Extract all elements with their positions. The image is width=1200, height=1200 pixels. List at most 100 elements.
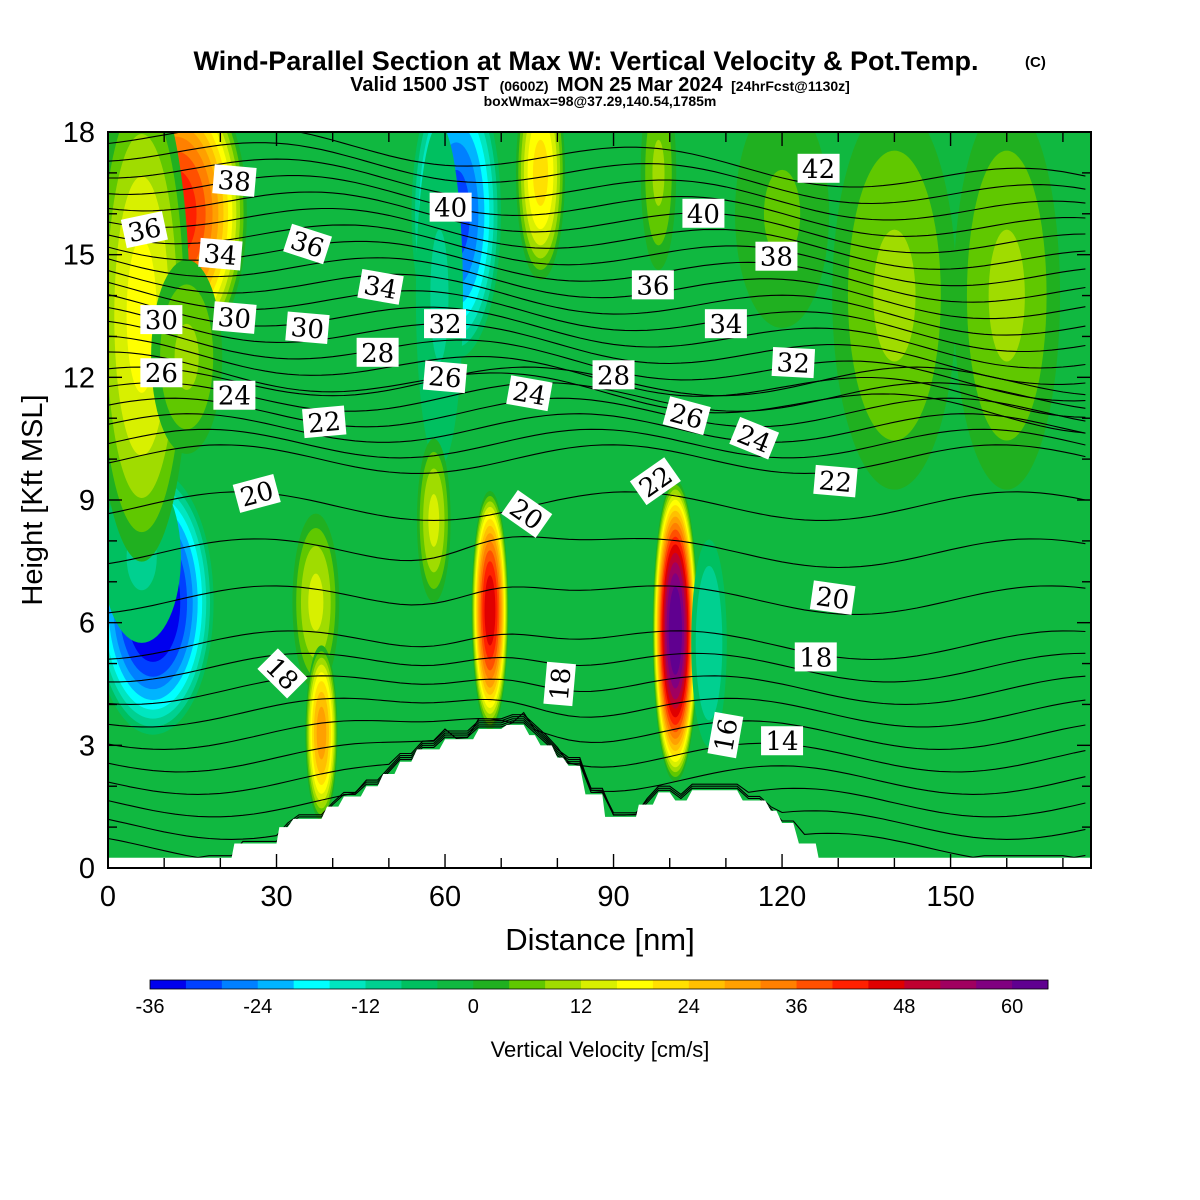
x-axis-label: Distance [nm] xyxy=(505,922,695,957)
vv-band xyxy=(702,607,716,679)
contour-label: 26 xyxy=(422,360,468,395)
theta-contour-line xyxy=(108,630,1086,661)
y-tick-label: 0 xyxy=(79,853,95,885)
contour-label: 22 xyxy=(813,464,858,499)
copyright-mark: (C) xyxy=(1025,54,1046,71)
svg-text:42: 42 xyxy=(802,155,835,185)
svg-text:36: 36 xyxy=(125,213,164,249)
subtitle-date: MON 25 Mar 2024 xyxy=(557,74,724,96)
theta-contour-line xyxy=(108,269,1086,336)
contour-label: 16 xyxy=(707,711,745,759)
theta-contour-line xyxy=(108,293,1086,369)
svg-text:36: 36 xyxy=(636,271,669,301)
x-tick-label: 150 xyxy=(926,881,974,913)
colorbar-swatch xyxy=(293,980,331,989)
vv-band xyxy=(532,139,549,206)
contour-label: 30 xyxy=(212,301,257,335)
svg-text:40: 40 xyxy=(687,200,720,230)
svg-text:38: 38 xyxy=(217,166,253,199)
theta-contour-line xyxy=(108,711,1086,750)
contour-label: 36 xyxy=(631,270,674,301)
svg-text:28: 28 xyxy=(361,339,394,369)
y-axis-label: Height [Kft MSL] xyxy=(17,394,49,605)
theta-contour-line xyxy=(108,413,1086,443)
contour-label: 30 xyxy=(140,305,183,336)
theta-contour-line xyxy=(108,716,1086,795)
colorbar-swatch xyxy=(437,980,474,989)
colorbar-swatch xyxy=(652,980,690,989)
svg-text:34: 34 xyxy=(709,310,742,340)
colorbar-tick-label: -24 xyxy=(243,996,272,1018)
theta-contour-line xyxy=(108,351,1086,434)
colorbar-tick-label: -12 xyxy=(351,996,380,1018)
svg-text:28: 28 xyxy=(597,361,630,391)
colorbar-tick-label: 48 xyxy=(893,996,915,1018)
theta-contour-line xyxy=(108,585,1086,615)
y-tick-label: 12 xyxy=(63,362,95,394)
svg-text:22: 22 xyxy=(818,466,854,499)
colorbar-swatch xyxy=(509,980,546,989)
theta-contour-line xyxy=(108,536,1086,569)
x-tick-label: 30 xyxy=(260,881,292,913)
vv-cell xyxy=(292,513,340,691)
colorbar: -36 -24 -12 0 12 24 36 48 60 xyxy=(136,979,1049,1018)
svg-text:26: 26 xyxy=(427,362,463,395)
svg-text:24: 24 xyxy=(218,382,251,412)
colorbar-swatch xyxy=(796,980,833,989)
subtitle-forecast: [24hrFcst@1130z] xyxy=(731,78,850,94)
colorbar-tick-label: 0 xyxy=(468,996,479,1018)
theta-contour-line xyxy=(108,697,1086,728)
colorbar-swatch xyxy=(365,980,402,989)
svg-text:34: 34 xyxy=(202,239,238,272)
colorbar-tick-label: -36 xyxy=(136,996,165,1018)
contour-label: 24 xyxy=(506,375,553,412)
contour-label: 28 xyxy=(356,337,399,369)
svg-text:32: 32 xyxy=(776,348,811,380)
theta-contour-line xyxy=(108,207,1086,270)
vv-cell xyxy=(832,132,957,490)
colorbar-swatch xyxy=(616,980,654,989)
contour-label: 20 xyxy=(232,473,281,514)
contour-label: 18 xyxy=(543,661,578,707)
svg-text:40: 40 xyxy=(434,194,467,224)
colorbar-swatch xyxy=(832,980,869,989)
theta-contour-line xyxy=(108,714,1086,773)
colorbar-swatch xyxy=(724,980,762,989)
colorbar-swatch xyxy=(257,980,295,989)
theta-contour-line xyxy=(108,397,1086,428)
theta-contour-line xyxy=(108,722,1086,859)
vv-cell xyxy=(305,645,338,821)
theta-contour-line xyxy=(108,444,1086,474)
svg-text:18: 18 xyxy=(799,643,832,673)
chart-subtitle: Valid 1500 JST (0600Z) MON 25 Mar 2024 [… xyxy=(350,74,850,96)
svg-text:22: 22 xyxy=(307,407,343,440)
theta-contour-line xyxy=(108,257,1086,320)
colorbar-swatch xyxy=(976,980,1013,989)
colorbar-swatch xyxy=(185,980,223,989)
vv-cell xyxy=(953,132,1061,490)
colorbar-swatch xyxy=(868,980,905,989)
contour-label: 14 xyxy=(761,726,804,757)
subtitle-utc: (0600Z) xyxy=(500,78,549,94)
theta-contour-line xyxy=(108,428,1086,459)
contour-label: 34 xyxy=(198,237,243,272)
contour-label: 22 xyxy=(302,405,347,440)
colorbar-tick-label: 60 xyxy=(1001,996,1023,1018)
svg-text:38: 38 xyxy=(760,243,793,273)
x-tick-label: 90 xyxy=(597,881,629,913)
contour-label: 42 xyxy=(797,153,840,185)
contour-label: 26 xyxy=(140,358,183,389)
svg-text:18: 18 xyxy=(545,666,578,702)
x-tick-label: 60 xyxy=(429,881,461,913)
y-tick-label: 15 xyxy=(63,240,95,272)
svg-text:14: 14 xyxy=(766,727,799,757)
contour-label: 32 xyxy=(771,346,816,380)
colorbar-swatch xyxy=(940,980,977,989)
y-tick-label: 3 xyxy=(79,730,95,762)
vv-band xyxy=(484,575,496,646)
x-tick-label: 120 xyxy=(758,881,806,913)
vv-cell xyxy=(515,132,566,281)
vv-band xyxy=(873,229,916,362)
theta-contours xyxy=(108,132,1086,859)
